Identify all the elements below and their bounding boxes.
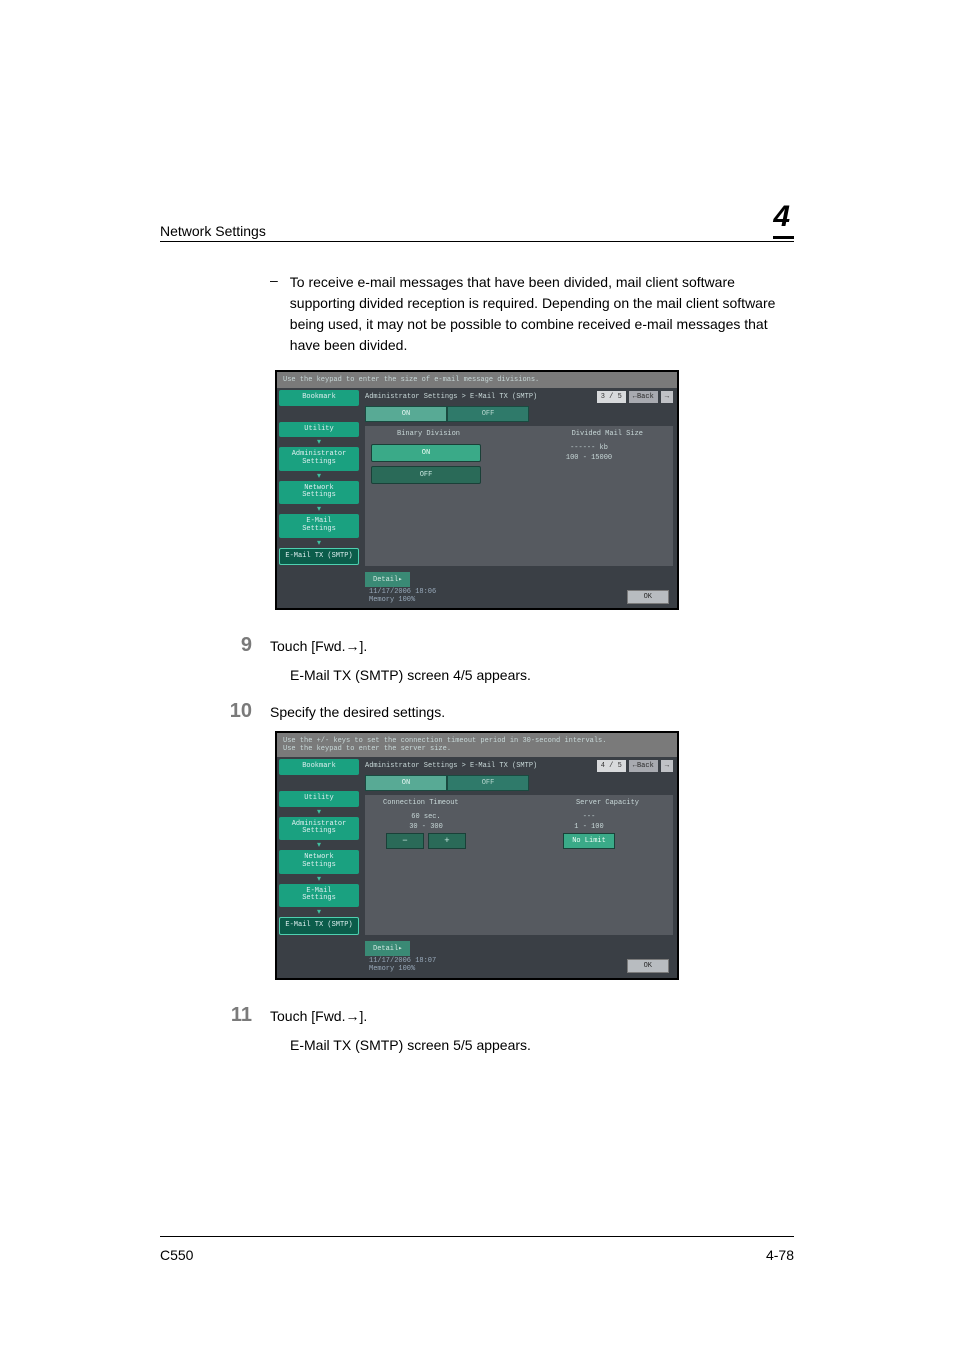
step-11-sub: E-Mail TX (SMTP) screen 5/5 appears.: [290, 1035, 794, 1056]
col-header-right: Server Capacity: [576, 799, 639, 807]
step-text: Specify the desired settings.: [270, 704, 445, 720]
main-panel: Administrator Settings > E-Mail TX (SMTP…: [361, 757, 677, 977]
chevron-down-icon: ▾: [279, 809, 359, 815]
header-title: Network Settings: [160, 223, 266, 239]
main-panel: Administrator Settings > E-Mail TX (SMTP…: [361, 388, 677, 608]
no-limit-button[interactable]: No Limit: [563, 833, 615, 849]
step-number: 10: [160, 700, 270, 723]
step-11: 11 Touch [Fwd.→].: [160, 1004, 794, 1027]
step-text: Touch [Fwd.→].: [270, 1008, 367, 1024]
ok-button[interactable]: OK: [627, 590, 669, 604]
bullet-dash: –: [270, 272, 278, 356]
step-text: Touch [Fwd.→].: [270, 638, 367, 654]
step-10: 10 Specify the desired settings.: [160, 700, 794, 723]
screen-instruction: Use the +/- keys to set the connection t…: [277, 733, 677, 757]
col-header-left: Binary Division: [397, 430, 460, 438]
datetime-display: 11/17/2006 18:07 Memory 100%: [369, 958, 436, 973]
range-display: 100 - 15000: [511, 454, 667, 462]
page-indicator: 4 / 5: [597, 760, 626, 772]
network-settings-button[interactable]: Network Settings: [279, 850, 359, 873]
capacity-range: 1 - 100: [511, 823, 667, 831]
col-header-left: Connection Timeout: [383, 799, 459, 807]
page-header: Network Settings 4: [160, 200, 794, 242]
back-button[interactable]: ←Back: [629, 391, 658, 403]
plus-button[interactable]: +: [428, 833, 466, 849]
capacity-value: ---: [511, 813, 667, 821]
chevron-down-icon: ▾: [279, 876, 359, 882]
left-nav-panel: Bookmark Utility ▾ Administrator Setting…: [277, 757, 361, 977]
bullet-text: To receive e-mail messages that have bee…: [290, 272, 794, 356]
admin-settings-button[interactable]: Administrator Settings: [279, 817, 359, 840]
option-off[interactable]: OFF: [371, 466, 481, 484]
fwd-button[interactable]: →: [661, 391, 673, 403]
step-number: 11: [160, 1004, 270, 1027]
chevron-down-icon: ▾: [279, 842, 359, 848]
tab-on[interactable]: ON: [365, 775, 447, 791]
left-nav-panel: Bookmark Utility ▾ Administrator Setting…: [277, 388, 361, 608]
note-bullet: – To receive e-mail messages that have b…: [270, 272, 794, 356]
ok-button[interactable]: OK: [627, 959, 669, 973]
screen-instruction: Use the keypad to enter the size of e-ma…: [277, 372, 677, 388]
step-9-sub: E-Mail TX (SMTP) screen 4/5 appears.: [290, 665, 794, 686]
admin-settings-button[interactable]: Administrator Settings: [279, 447, 359, 470]
chevron-down-icon: ▾: [279, 506, 359, 512]
step-number: 9: [160, 634, 270, 657]
chevron-down-icon: ▾: [279, 909, 359, 915]
bookmark-button[interactable]: Bookmark: [279, 390, 359, 406]
email-settings-button[interactable]: E-Mail Settings: [279, 884, 359, 907]
page-footer: C550 4-78: [160, 1236, 794, 1263]
chevron-down-icon: ▾: [279, 540, 359, 546]
option-on[interactable]: ON: [371, 444, 481, 462]
breadcrumb: Administrator Settings > E-Mail TX (SMTP…: [365, 393, 594, 401]
breadcrumb: Administrator Settings > E-Mail TX (SMTP…: [365, 762, 594, 770]
utility-button[interactable]: Utility: [279, 791, 359, 807]
utility-button[interactable]: Utility: [279, 422, 359, 438]
page-container: Network Settings 4 – To receive e-mail m…: [0, 0, 954, 1343]
tab-off[interactable]: OFF: [447, 775, 529, 791]
email-settings-button[interactable]: E-Mail Settings: [279, 514, 359, 537]
footer-model: C550: [160, 1247, 193, 1263]
tab-on[interactable]: ON: [365, 406, 447, 422]
step-9: 9 Touch [Fwd.→].: [160, 634, 794, 657]
back-button[interactable]: ←Back: [629, 760, 658, 772]
col-header-right: Divided Mail Size: [572, 430, 643, 438]
detail-button[interactable]: Detail▸: [365, 572, 410, 587]
tab-off[interactable]: OFF: [447, 406, 529, 422]
timeout-value: 60 sec.: [371, 813, 481, 821]
detail-button[interactable]: Detail▸: [365, 941, 410, 956]
chevron-down-icon: ▾: [279, 439, 359, 445]
value-display: ------ kb: [511, 444, 667, 452]
email-tx-smtp-button[interactable]: E-Mail TX (SMTP): [279, 917, 359, 935]
footer-page: 4-78: [766, 1247, 794, 1263]
minus-button[interactable]: −: [386, 833, 424, 849]
device-screenshot-2: Use the +/- keys to set the connection t…: [275, 731, 679, 979]
chevron-down-icon: ▾: [279, 473, 359, 479]
network-settings-button[interactable]: Network Settings: [279, 481, 359, 504]
chapter-number: 4: [773, 200, 794, 239]
datetime-display: 11/17/2006 18:06 Memory 100%: [369, 589, 436, 604]
bookmark-button[interactable]: Bookmark: [279, 759, 359, 775]
fwd-button[interactable]: →: [661, 760, 673, 772]
timeout-range: 30 - 300: [371, 823, 481, 831]
device-screenshot-1: Use the keypad to enter the size of e-ma…: [275, 370, 679, 610]
page-indicator: 3 / 5: [597, 391, 626, 403]
email-tx-smtp-button[interactable]: E-Mail TX (SMTP): [279, 548, 359, 566]
